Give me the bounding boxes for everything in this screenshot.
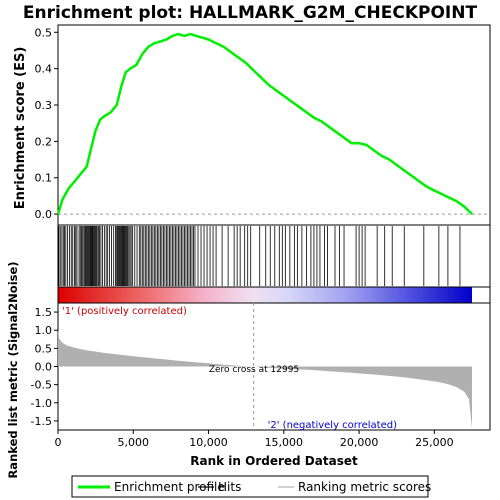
legend-box [71,475,429,498]
x-tick-label: 20,000 [340,436,379,449]
ranked-y-label: Ranked list metric (Signal2Noise) [6,261,20,478]
positive-correlation-label: '1' (positively correlated) [62,306,187,317]
x-tick-label: 15,000 [265,436,304,449]
x-axis-label: Rank in Ordered Dataset [190,454,358,468]
chart-title: Enrichment plot: HALLMARK_G2M_CHECKPOINT [23,3,478,23]
es-y-tick-label: 0.1 [35,172,53,185]
ranked-y-tick-label: -1.0 [31,397,52,410]
x-tick-label: 0 [55,436,62,449]
es-y-tick-label: 0.3 [35,99,53,112]
legend-label: Enrichment profile [114,480,225,494]
legend-label: Hits [218,480,241,494]
rank-color-bar [58,287,472,303]
hits-marks [58,226,461,286]
es-y-tick-label: 0.2 [35,135,53,148]
negative-correlation-label: '2' (negatively correlated) [268,420,397,431]
es-panel [57,24,491,226]
x-axis: 0 5,000 10,000 15,000 20,000 25,000 [55,430,454,449]
es-y-tick-label: 0.5 [35,26,53,39]
x-tick-label: 25,000 [415,436,454,449]
es-y-axis: 0.0 0.1 0.2 0.3 0.4 0.5 [35,26,58,221]
x-tick-label: 10,000 [189,436,228,449]
ranked-y-tick-label: 1.5 [35,306,53,319]
ranked-y-tick-label: 0.5 [35,342,53,355]
es-y-tick-label: 0.4 [35,63,53,76]
ranked-y-tick-label: 0.0 [35,361,53,374]
enrichment-profile-line [56,32,473,215]
ranked-y-axis: -1.5 -1.0 -0.5 0.0 0.5 1.0 1.5 [31,306,58,428]
zero-cross-label: Zero cross at 12995 [209,365,299,375]
x-tick-label: 5,000 [118,436,150,449]
legend-label: Ranking metric scores [298,480,431,494]
ranked-y-tick-label: -1.5 [31,415,52,428]
es-y-tick-label: 0.0 [35,208,53,221]
ranked-y-tick-label: -0.5 [31,379,52,392]
ranked-y-tick-label: 1.0 [35,324,53,337]
es-y-label: Enrichment score (ES) [13,47,28,210]
